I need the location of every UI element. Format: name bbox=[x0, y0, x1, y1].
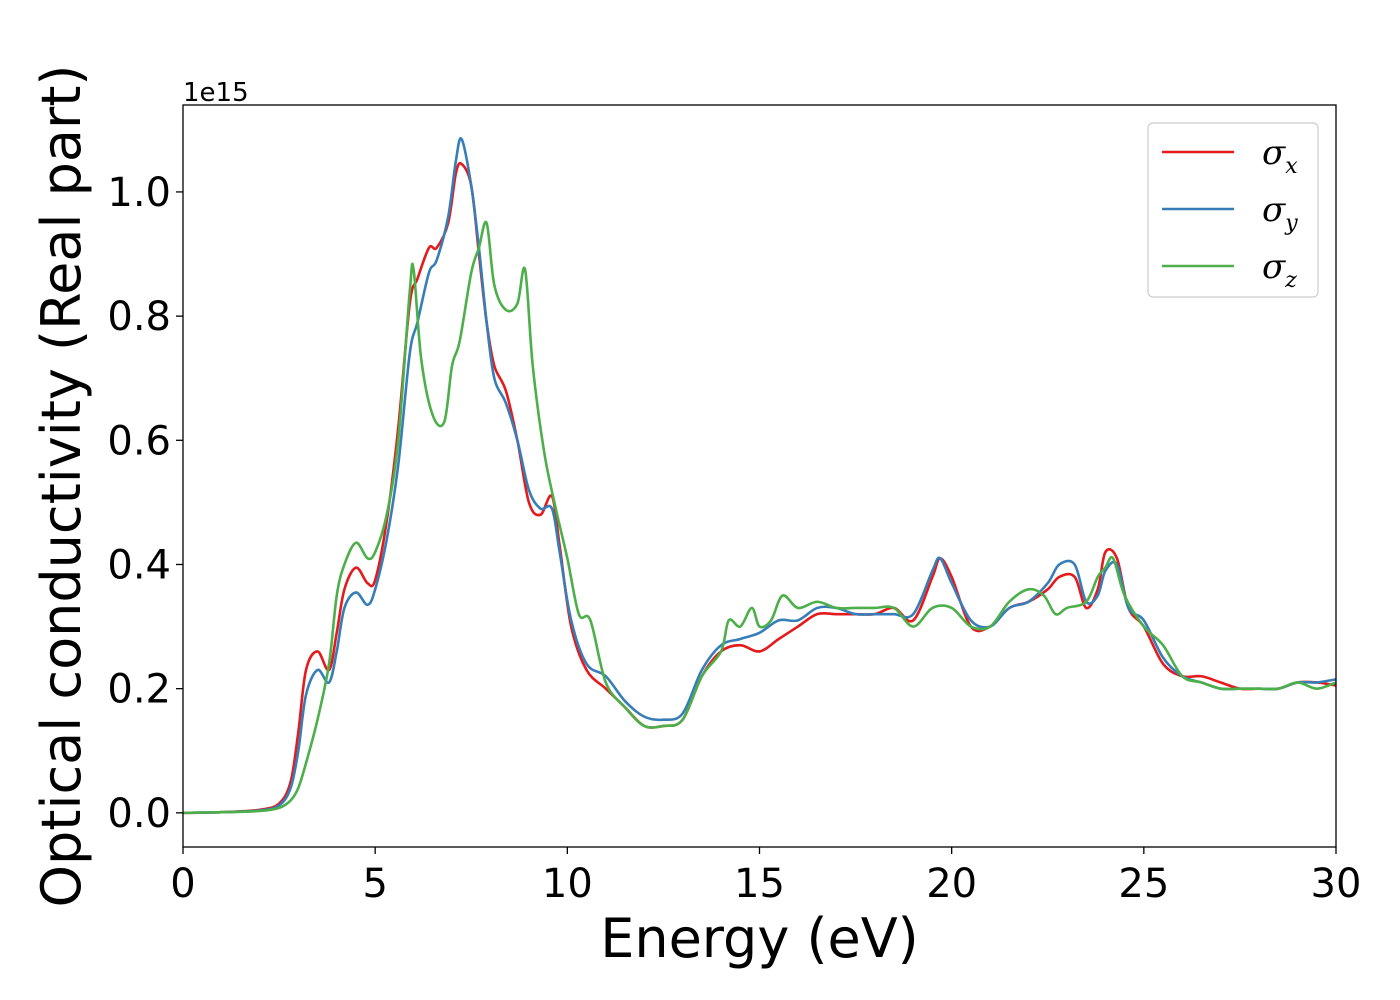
y-axis-title: Optical conductivity (Real part) bbox=[30, 65, 93, 908]
series-line-z bbox=[182, 220, 1337, 815]
x-tick-label: 0 bbox=[170, 861, 195, 907]
x-tick-label: 15 bbox=[734, 861, 785, 907]
series-line-y bbox=[182, 137, 1337, 815]
y-axis-offset-label: 1e15 bbox=[183, 78, 249, 108]
x-axis-ticks: 0 5 10 15 20 25 30 bbox=[170, 847, 1361, 907]
y-tick-label: 0.8 bbox=[107, 294, 171, 340]
y-tick-label: 0.6 bbox=[107, 418, 171, 464]
x-tick-label: 30 bbox=[1311, 861, 1362, 907]
legend: σx σy σz bbox=[1147, 122, 1319, 298]
x-tick-label: 20 bbox=[926, 861, 977, 907]
legend-label-y: σy bbox=[1262, 190, 1298, 236]
x-tick-label: 25 bbox=[1118, 861, 1169, 907]
legend-label-z: σz bbox=[1262, 247, 1297, 293]
y-tick-label: 0.2 bbox=[107, 667, 171, 713]
x-tick-label: 10 bbox=[542, 861, 593, 907]
y-axis-ticks: 0.0 0.2 0.4 0.6 0.8 1.0 bbox=[107, 170, 183, 837]
y-tick-label: 1.0 bbox=[107, 170, 171, 216]
y-tick-label: 0.0 bbox=[107, 791, 171, 837]
y-tick-label: 0.4 bbox=[107, 542, 171, 588]
x-axis-title: Energy (eV) bbox=[600, 907, 919, 970]
series-lines bbox=[182, 137, 1337, 815]
legend-label-x: σx bbox=[1262, 133, 1298, 179]
x-tick-label: 5 bbox=[362, 861, 387, 907]
